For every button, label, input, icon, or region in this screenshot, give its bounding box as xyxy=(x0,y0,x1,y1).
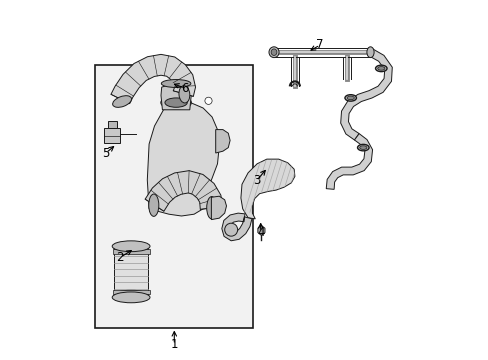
Polygon shape xyxy=(215,130,230,153)
Bar xyxy=(112,290,149,294)
Ellipse shape xyxy=(346,96,354,100)
Ellipse shape xyxy=(366,47,373,58)
Ellipse shape xyxy=(114,243,148,253)
Circle shape xyxy=(204,97,212,104)
Bar xyxy=(95,65,253,328)
Bar xyxy=(104,128,120,143)
Ellipse shape xyxy=(161,80,190,87)
Ellipse shape xyxy=(112,292,150,303)
Bar xyxy=(112,249,149,254)
Polygon shape xyxy=(147,103,219,216)
Bar xyxy=(114,248,148,295)
Polygon shape xyxy=(340,49,391,140)
Ellipse shape xyxy=(270,49,276,55)
Ellipse shape xyxy=(164,98,187,107)
Text: 2: 2 xyxy=(116,251,124,264)
Polygon shape xyxy=(111,54,195,104)
Ellipse shape xyxy=(206,197,216,219)
Ellipse shape xyxy=(161,96,191,109)
Bar xyxy=(108,121,117,128)
Text: 4: 4 xyxy=(256,226,264,239)
Polygon shape xyxy=(161,83,191,110)
Ellipse shape xyxy=(359,146,366,149)
Text: 1: 1 xyxy=(170,338,178,351)
Text: 6: 6 xyxy=(181,82,188,95)
Ellipse shape xyxy=(377,67,384,70)
Polygon shape xyxy=(325,134,372,189)
Text: 7: 7 xyxy=(316,39,323,51)
Polygon shape xyxy=(222,213,251,241)
Ellipse shape xyxy=(357,144,368,151)
Circle shape xyxy=(224,223,237,236)
Polygon shape xyxy=(211,196,226,220)
Ellipse shape xyxy=(112,241,150,252)
Text: 3: 3 xyxy=(253,174,260,186)
Text: 5: 5 xyxy=(102,147,109,159)
Ellipse shape xyxy=(179,86,189,103)
Ellipse shape xyxy=(114,290,148,300)
Polygon shape xyxy=(241,159,294,219)
Ellipse shape xyxy=(344,95,356,101)
Ellipse shape xyxy=(375,65,386,72)
Polygon shape xyxy=(257,225,264,235)
Ellipse shape xyxy=(268,47,279,58)
Ellipse shape xyxy=(148,194,159,216)
Ellipse shape xyxy=(112,96,131,107)
Polygon shape xyxy=(145,171,222,211)
